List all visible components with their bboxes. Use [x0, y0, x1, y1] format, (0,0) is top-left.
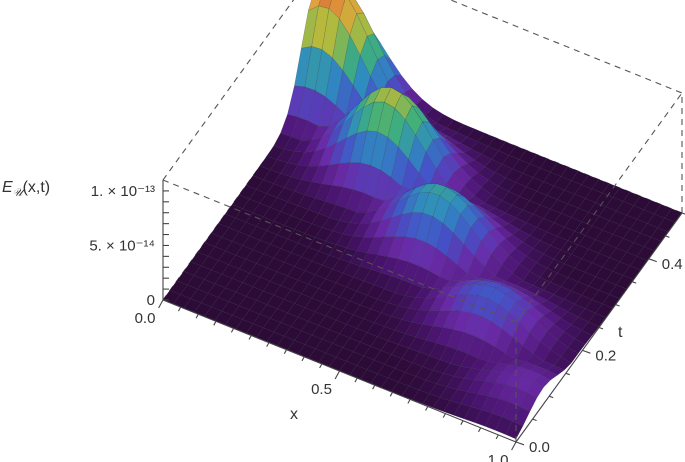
t-tick-mark	[665, 235, 670, 238]
z-axis-label: E𝒰(x,t)	[2, 179, 50, 199]
surface-mesh	[162, 0, 683, 440]
x-tick-mark	[407, 399, 411, 404]
x-tick-mark	[354, 377, 358, 383]
x-tick-mark	[230, 328, 235, 333]
t-tick-mark	[648, 258, 657, 263]
x-tick-mark	[248, 335, 252, 340]
x-axis-label: x	[290, 406, 298, 423]
z-tick-label: 5. × 10⁻¹⁴	[89, 237, 155, 254]
x-tick-mark	[319, 363, 323, 369]
x-tick-mark	[460, 420, 464, 425]
x-tick-label: 1.0	[488, 452, 509, 462]
x-tick-mark	[266, 342, 270, 347]
t-tick-mark	[565, 372, 570, 376]
x-tick-mark	[389, 392, 393, 397]
z-tick-label: 0	[147, 292, 155, 309]
t-tick-label: 0.2	[595, 347, 616, 364]
x-tick-mark	[283, 349, 288, 354]
t-axis-label: t	[618, 324, 623, 341]
box-edge-top-right	[515, 92, 683, 323]
t-tick-label: 0.4	[662, 256, 683, 273]
surface-patch	[532, 374, 552, 388]
x-tick-mark	[478, 427, 482, 433]
x-tick-mark	[372, 384, 376, 390]
x-tick-mark	[301, 356, 305, 362]
x-tick-mark	[177, 306, 182, 312]
t-tick-mark	[515, 441, 525, 446]
z-axis-label-sub: 𝒰	[13, 187, 26, 199]
x-tick-mark	[158, 299, 164, 309]
surface-patch	[546, 365, 565, 376]
surface-patch	[505, 420, 524, 440]
t-tick-mark	[681, 212, 685, 215]
t-tick-mark	[632, 281, 637, 284]
surface-patch	[307, 0, 321, 12]
z-axis-label-base: E	[2, 179, 13, 196]
x-tick-label: 0.5	[311, 381, 332, 398]
x-tick-mark	[213, 321, 217, 326]
x-tick-mark	[495, 434, 499, 440]
box-edge-top-left	[162, 0, 295, 181]
x-tick-mark	[334, 370, 340, 380]
t-tick-label: 0.0	[529, 439, 550, 456]
t-tick-mark	[582, 349, 591, 354]
x-tick-mark	[195, 313, 199, 319]
t-tick-mark	[615, 304, 620, 307]
x-tick-mark	[425, 406, 429, 411]
t-tick-mark	[549, 395, 554, 399]
x-tick-mark	[511, 441, 517, 451]
x-tick-mark	[442, 413, 446, 418]
box-edge-top-front	[162, 179, 517, 323]
x-tick-label: 0.0	[135, 310, 156, 327]
box-edge-top-back	[449, 0, 683, 94]
t-tick-mark	[532, 418, 537, 422]
z-tick-label: 1. × 10⁻¹³	[91, 183, 155, 200]
t-tick-mark	[598, 326, 604, 330]
axis-ticks: 0.0 0.5 1.0 0.0 0.2 0.4 0 5. × 10⁻¹⁴ 1. × 10⁻¹³	[89, 183, 685, 462]
surface-patch	[512, 406, 531, 427]
z-axis-label-args: (x,t)	[23, 179, 51, 196]
